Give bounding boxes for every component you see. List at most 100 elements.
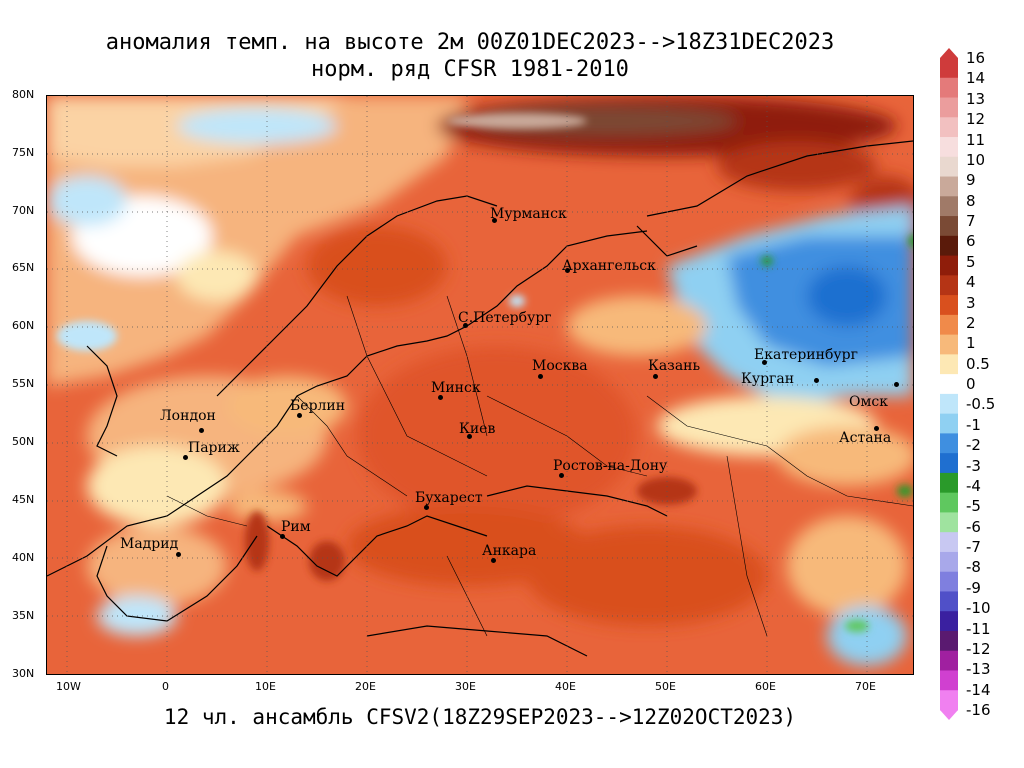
colorbar-swatch: [940, 413, 958, 434]
city-label-madrid: Мадрид: [120, 536, 179, 552]
colorbar-label: 6: [966, 232, 976, 251]
colorbar-swatch: [940, 611, 958, 632]
colorbar-swatch: [940, 492, 958, 513]
colorbar-swatch: [940, 630, 958, 652]
lon-label-50e: 50E: [655, 680, 676, 693]
lat-label-35n: 35N: [12, 609, 35, 622]
colorbar-swatch: [940, 354, 958, 375]
colorbar-swatch: [940, 117, 958, 138]
lat-label-55n: 55N: [12, 377, 35, 390]
lon-label-10e: 10E: [255, 680, 276, 693]
colorbar-label: -7: [966, 538, 981, 556]
colorbar-swatch: [940, 532, 958, 553]
colorbar-label: -11: [966, 619, 991, 638]
colorbar-swatch: [940, 58, 958, 79]
colorbar-label: 10: [966, 150, 986, 169]
lat-label-60n: 60N: [12, 319, 35, 332]
colorbar-swatch: [940, 374, 958, 395]
city-label-paris: Париж: [188, 440, 240, 456]
colorbar-label: -3: [966, 456, 981, 475]
lon-label-30e: 30E: [455, 680, 476, 693]
city-dot-omsk: [894, 382, 899, 387]
colorbar-label: 16: [966, 49, 986, 67]
lat-label-30n: 30N: [12, 667, 35, 680]
lon-label-10w: 10W: [56, 680, 81, 693]
city-label-bucharest: Бухарест: [415, 490, 483, 506]
ensemble-footer: 12 чл. ансамбль CFSV2(18Z29SEP2023-->12Z…: [163, 705, 797, 729]
lon-label-70e: 70E: [855, 680, 876, 693]
colorbar-swatch: [940, 235, 958, 257]
colorbar-label: -0.5: [966, 395, 996, 414]
city-label-ankara: Анкара: [482, 543, 537, 559]
lat-label-75n: 75N: [12, 146, 35, 159]
colorbar-label: 2: [966, 313, 976, 332]
colorbar-label: -6: [966, 517, 981, 536]
lat-label-45n: 45N: [12, 493, 35, 506]
city-label-berlin: Берлин: [290, 398, 346, 414]
colorbar-swatch: [940, 334, 958, 355]
city-label-omsk: Омск: [849, 394, 888, 410]
colorbar-swatch: [940, 156, 958, 178]
city-label-moscow: Москва: [532, 358, 588, 374]
colorbar-label: 11: [966, 130, 986, 149]
colorbar-label: 12: [966, 110, 986, 129]
city-label-st-petersburg: С.Петербург: [458, 310, 552, 326]
lat-label-50n: 50N: [12, 435, 35, 448]
lon-label-40e: 40E: [555, 680, 576, 693]
colorbar-swatch: [940, 275, 958, 296]
lon-label-0: 0: [162, 680, 169, 693]
lat-label-70n: 70N: [12, 204, 35, 217]
city-label-kazan: Казань: [648, 358, 701, 374]
city-label-arkhangelsk: Архангельск: [562, 258, 656, 274]
city-label-kurgan: Курган: [741, 371, 795, 387]
colorbar-swatch: [940, 176, 958, 197]
city-label-rostov: Ростов-на-Дону: [553, 458, 668, 474]
colorbar-label: 0.5: [966, 354, 990, 373]
anomaly-field: [47, 96, 913, 674]
city-label-astana: Астана: [839, 430, 892, 446]
city-dot-minsk: [438, 395, 443, 400]
colorbar-swatch: [940, 433, 958, 454]
city-dot-astana: [874, 426, 879, 431]
colorbar-label: -4: [966, 476, 981, 495]
lat-label-80n: 80N: [12, 88, 35, 101]
colorbar-arrow-top: [940, 48, 958, 58]
colorbar-swatch: [940, 255, 958, 276]
colorbar-swatch: [940, 472, 958, 494]
colorbar-swatch: [940, 77, 958, 99]
colorbar-swatch: [940, 196, 958, 217]
city-label-rome: Рим: [281, 519, 311, 535]
colorbar-label: 4: [966, 273, 976, 292]
colorbar-swatch: [940, 512, 958, 533]
city-dot-rostov: [559, 473, 564, 478]
colorbar-swatch: [940, 295, 958, 316]
colorbar-label: 0: [966, 375, 976, 393]
colorbar-swatch: [940, 551, 958, 573]
colorbar-swatch: [940, 97, 958, 118]
colorbar-label: 1: [966, 334, 976, 353]
city-dot-bucharest: [424, 505, 429, 510]
colorbar-label: 9: [966, 171, 976, 190]
colorbar-label: -16: [966, 701, 991, 719]
city-dot-rome: [280, 534, 285, 539]
colorbar-swatch: [940, 216, 958, 237]
city-label-minsk: Минск: [431, 380, 481, 396]
city-dot-kurgan: [814, 378, 819, 383]
colorbar-label: 13: [966, 89, 986, 108]
city-dot-kazan: [653, 374, 658, 379]
city-dot-madrid: [176, 552, 181, 557]
colorbar-swatch: [940, 571, 958, 592]
city-label-london: Лондон: [160, 408, 216, 424]
city-dot-murmansk: [492, 218, 497, 223]
city-dot-ankara: [491, 558, 496, 563]
city-dot-berlin: [297, 413, 302, 418]
anomaly-map: [46, 95, 914, 675]
city-dot-kyiv: [467, 434, 472, 439]
colorbar-swatch: [940, 453, 958, 474]
colorbar-label: 5: [966, 252, 976, 271]
city-label-kyiv: Киев: [459, 421, 496, 437]
city-dot-paris: [183, 455, 188, 460]
colorbar-label: 8: [966, 191, 976, 210]
colorbar-swatch: [940, 650, 958, 671]
colorbar-label: 14: [966, 69, 986, 88]
